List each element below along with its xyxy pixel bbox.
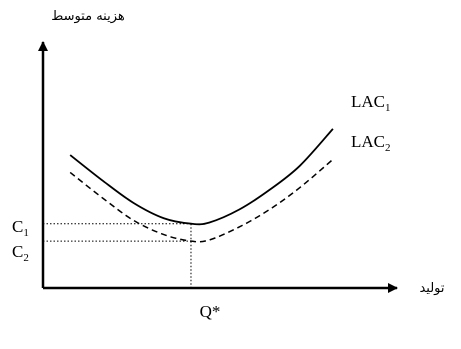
c1-label: C1 (12, 217, 29, 239)
lac2-curve (69, 158, 334, 243)
lac1-curve (69, 128, 334, 226)
q-star-label: Q* (200, 302, 221, 321)
c2-label-main: C (12, 242, 23, 261)
c1-label-main: C (12, 217, 23, 236)
y-axis-label: هزینه متوسط (51, 9, 125, 24)
lac1-label: LAC1 (351, 92, 391, 114)
lac1-label-sub: 1 (385, 102, 391, 114)
lac2-label-sub: 2 (385, 142, 391, 154)
lac1-label-main: LAC (351, 92, 385, 111)
x-axis-label: تولید (419, 281, 444, 296)
c2-label: C2 (12, 242, 29, 264)
c1-label-sub: 1 (23, 227, 29, 239)
lac2-label: LAC2 (351, 132, 391, 154)
lac2-label-main: LAC (351, 132, 385, 151)
c2-label-sub: 2 (23, 252, 29, 264)
